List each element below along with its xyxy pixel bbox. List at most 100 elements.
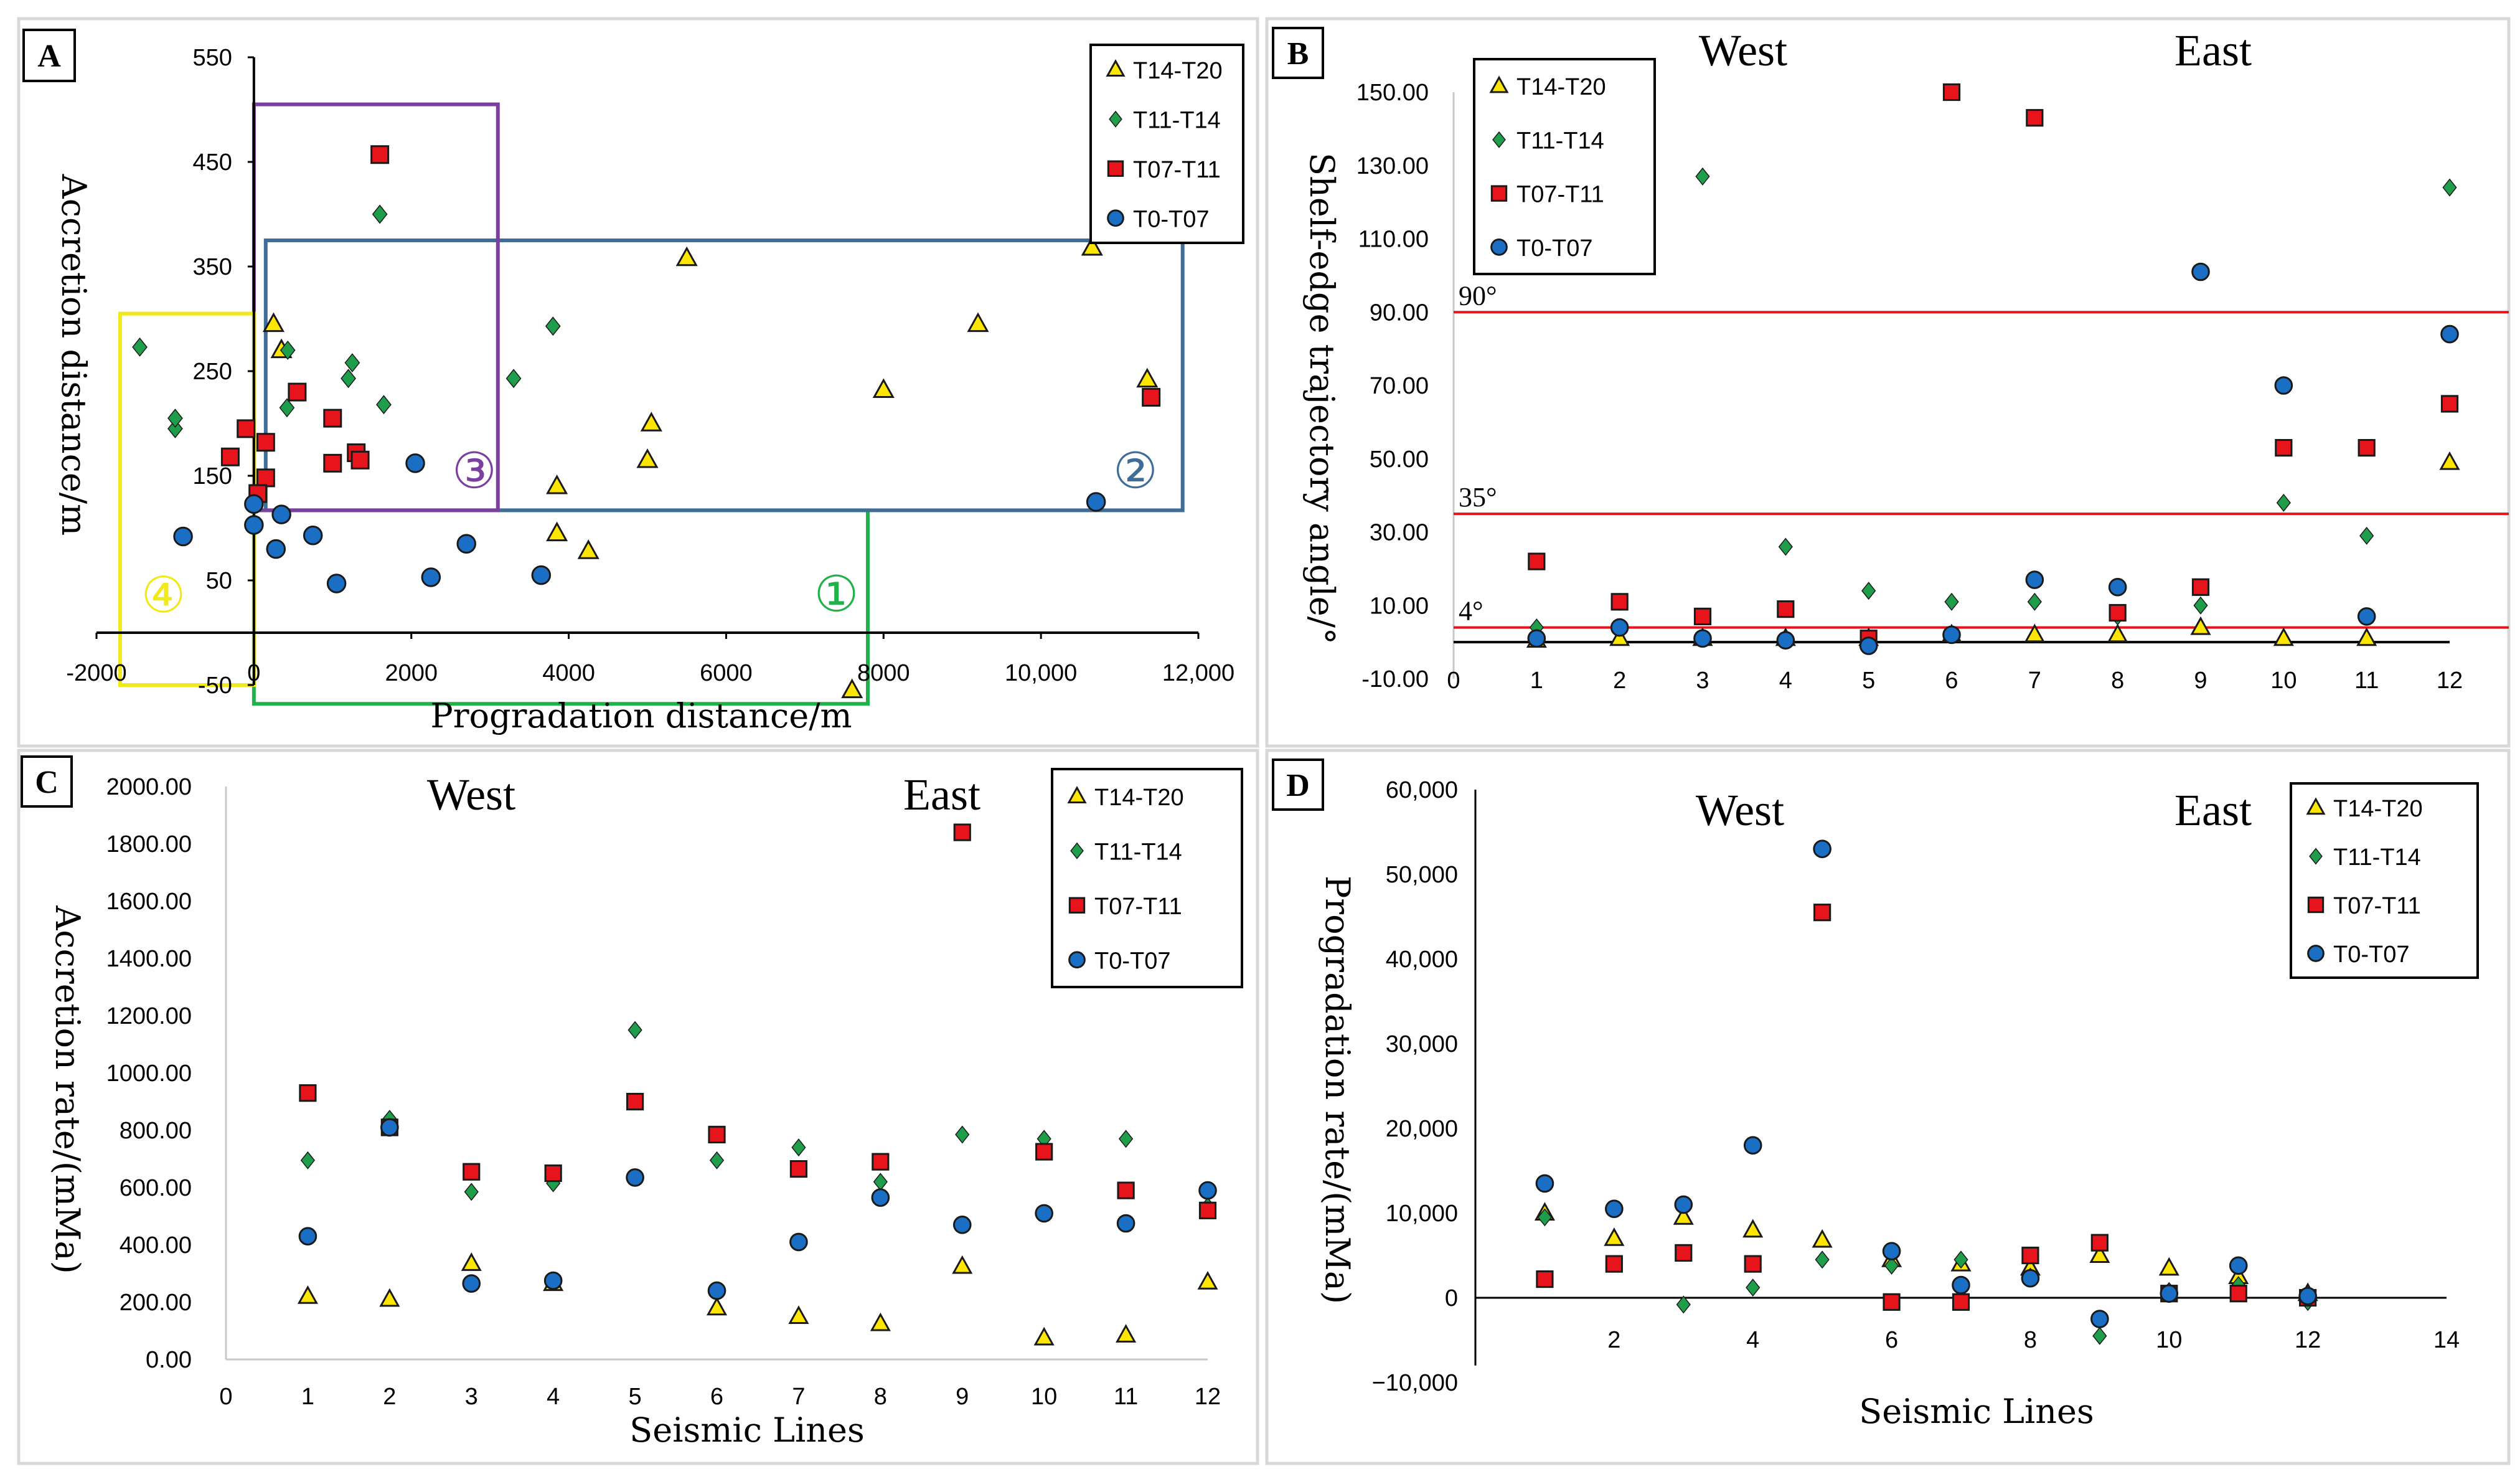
panel-b-point-t07-t11-9 (2191, 578, 2210, 596)
panel-c-point-t07-t11-6 (708, 1125, 726, 1144)
panel-b-y-tick-30: 30.00 (1370, 520, 1429, 546)
panel-b-point-t11-t14-7 (2027, 592, 2042, 611)
panel-a-point-t11-t14-10 (505, 369, 522, 389)
panel-d-legend-marker-t0-t07 (2307, 945, 2325, 962)
panel-a-point-t0-t07-1 (173, 526, 193, 547)
panel-a-y-tick-350: 350 (192, 254, 232, 280)
panel-a-point-t0-t07-2 (244, 494, 264, 514)
panel-b-legend-label-t0-t07: T0-T07 (1516, 235, 1592, 262)
panel-d-x-tick-4: 4 (1746, 1327, 1759, 1353)
panel-c-letter: C (35, 765, 59, 800)
panel-d-point-t11-t14-7 (1953, 1250, 1968, 1269)
panel-b-letter-box (1272, 27, 1324, 79)
panel-d-legend-label-t14-t20: T14-T20 (2333, 796, 2423, 822)
panel-b-west-label: West (1699, 26, 1787, 75)
panel-c-legend-label-t14-t20: T14-T20 (1094, 785, 1184, 811)
panel-b-point-t07-t11-10 (2275, 438, 2293, 457)
panel-d-point-t07-t11-11 (2229, 1285, 2247, 1303)
panel-c-point-t07-t11-12 (1198, 1201, 1217, 1219)
panel-b-point-t0-t07-9 (2191, 262, 2210, 281)
panel-c-west-label: West (427, 770, 515, 820)
panel-b-x-tick-12: 12 (2437, 668, 2463, 694)
panel-d-legend-marker-t11-t14 (2309, 848, 2323, 865)
panel-a-zone-3-label: ③ (452, 442, 497, 499)
panel-b-point-t14-t20-7 (2024, 623, 2045, 643)
panel-c-point-t11-t14-11 (1118, 1130, 1134, 1148)
panel-b-x-tick-8: 8 (2111, 668, 2124, 694)
panel-a-legend-marker-t07-t11 (1107, 160, 1124, 177)
panel-d-point-t14-t20-2 (1604, 1227, 1625, 1246)
panel-b-x-tick-4: 4 (1779, 668, 1792, 694)
panel-d-y-tick-20000: 20,000 (1386, 1116, 1458, 1142)
panel-c-y-tick-1600: 1600.00 (106, 889, 192, 915)
panel-d-point-t11-t14-1 (1537, 1208, 1553, 1227)
panel-b-x-tick-1: 1 (1530, 668, 1543, 694)
panel-a-point-t11-t14-6 (341, 369, 356, 389)
panel-b-point-t11-t14-9 (2193, 596, 2208, 615)
panel-a-point-t14-t20-6 (640, 412, 662, 432)
panel-b-point-t07-t11-8 (2109, 603, 2127, 622)
panel-c-point-t14-t20-1 (297, 1285, 318, 1304)
panel-b-y-tick-10: 10.00 (1370, 593, 1429, 619)
panel-a-point-t0-t07-9 (421, 567, 441, 587)
panel-a-x-label: Progradation distance/m (430, 696, 852, 735)
panel-d-point-t0-t07-12 (2298, 1287, 2317, 1306)
panel-d-x-label: Seismic Lines (1859, 1392, 2094, 1431)
panel-d-point-t07-t11-2 (1605, 1255, 1623, 1273)
panel-c-point-t0-t07-12 (1198, 1181, 1217, 1200)
panel-a-point-t14-t20-8 (675, 246, 698, 267)
panel-c-x-tick-2: 2 (383, 1384, 396, 1410)
panel-d-point-t11-t14-3 (1676, 1295, 1691, 1314)
panel-a-point-t07-t11-10 (350, 450, 370, 470)
panel-a-point-t0-t07-8 (405, 453, 425, 473)
panel-d-point-t0-t07-11 (2229, 1256, 2248, 1275)
panel-c-legend-marker-t14-t20 (1067, 786, 1087, 803)
panel-d-letter: D (1286, 768, 1310, 803)
panel-c-legend (1051, 768, 1243, 988)
panel-b-point-t11-t14-5 (1861, 582, 1876, 600)
panel-d-point-t07-t11-5 (1813, 904, 1831, 922)
panel-b-point-t07-t11-7 (2026, 109, 2044, 127)
panel-d-point-t07-t11-1 (1536, 1270, 1554, 1288)
panel-a-point-t07-t11-5 (256, 433, 275, 452)
panel-c-x-tick-8: 8 (874, 1384, 887, 1410)
panel-a-point-t0-t07-6 (303, 526, 323, 546)
panel-b-point-t07-t11-6 (1942, 83, 1961, 102)
panel-c-point-t0-t07-8 (871, 1188, 890, 1207)
panel-a-point-t07-t11-8 (323, 453, 342, 473)
panel-a-point-t11-t14-5 (279, 398, 295, 418)
panel-d-point-t0-t07-9 (2090, 1310, 2109, 1328)
panel-a-x-tick-0: 0 (247, 660, 260, 686)
panel-b-y-tick-110: 110.00 (1358, 227, 1429, 253)
panel-a-point-t11-t14-1 (132, 337, 148, 357)
panel-a-legend-label-t0-t07: T0-T07 (1133, 206, 1209, 232)
panel-b-y-tick-130: 130.00 (1356, 153, 1429, 179)
panel-a-letter: A (37, 39, 61, 74)
panel-c-x-tick-11: 11 (1114, 1384, 1138, 1410)
panel-b-letter: B (1287, 36, 1309, 72)
panel-d-point-t14-t20-10 (2158, 1257, 2179, 1276)
panel-c-point-t07-t11-5 (626, 1092, 644, 1111)
panel-c-y-tick-2000: 2000.00 (106, 774, 192, 800)
panel-d-point-t14-t20-5 (1812, 1229, 1833, 1248)
panel-a-point-t11-t14-3 (167, 409, 183, 428)
panel-d-point-t0-t07-6 (1882, 1242, 1901, 1260)
panel-d-west-label: West (1696, 785, 1784, 835)
panel-d-point-t11-t14-4 (1746, 1278, 1761, 1297)
panel-b-x-tick-2: 2 (1613, 668, 1626, 694)
panel-c-legend-marker-t07-t11 (1068, 897, 1086, 914)
panel-c-legend-marker-t11-t14 (1070, 842, 1084, 859)
panel-b-point-t07-t11-4 (1777, 600, 1795, 618)
panel-c-legend-marker-t0-t07 (1068, 951, 1086, 969)
panel-d-x-tick-2: 2 (1607, 1327, 1620, 1353)
panel-b-x-tick-10: 10 (2270, 668, 2297, 694)
panel-c-point-t14-t20-7 (870, 1312, 891, 1331)
panel-c-point-t14-t20-6 (788, 1305, 809, 1324)
panel-c-point-t0-t07-2 (380, 1118, 399, 1137)
panel-c-point-t0-t07-6 (707, 1281, 726, 1300)
panel-a-legend-marker-t11-t14 (1109, 110, 1122, 128)
panel-a-point-t07-t11-11 (370, 145, 390, 164)
panel-c-point-t14-t20-2 (379, 1288, 400, 1307)
panel-c-point-t07-t11-10 (1035, 1143, 1053, 1161)
panel-d-point-t07-t11-7 (1952, 1293, 1970, 1311)
